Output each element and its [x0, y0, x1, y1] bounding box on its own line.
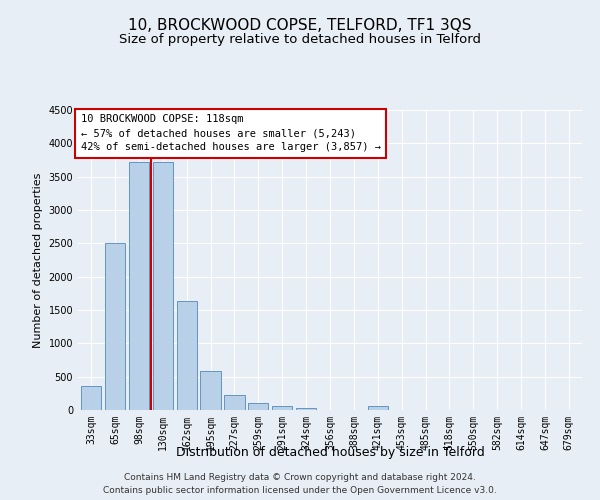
Bar: [129, 162, 149, 410]
Bar: [296, 408, 316, 410]
Text: Size of property relative to detached houses in Telford: Size of property relative to detached ho…: [119, 32, 481, 46]
Bar: [224, 395, 245, 410]
Text: 10, BROCKWOOD COPSE, TELFORD, TF1 3QS: 10, BROCKWOOD COPSE, TELFORD, TF1 3QS: [128, 18, 472, 32]
Bar: [368, 406, 388, 410]
Bar: [81, 386, 101, 410]
Bar: [176, 302, 197, 410]
Bar: [200, 372, 221, 410]
Bar: [272, 406, 292, 410]
Text: 10 BROCKWOOD COPSE: 118sqm
← 57% of detached houses are smaller (5,243)
42% of s: 10 BROCKWOOD COPSE: 118sqm ← 57% of deta…: [80, 114, 380, 152]
Bar: [105, 242, 125, 410]
Bar: [248, 403, 268, 410]
Bar: [152, 162, 173, 410]
Y-axis label: Number of detached properties: Number of detached properties: [33, 172, 43, 348]
Text: Contains HM Land Registry data © Crown copyright and database right 2024.
Contai: Contains HM Land Registry data © Crown c…: [103, 473, 497, 495]
Text: Distribution of detached houses by size in Telford: Distribution of detached houses by size …: [176, 446, 484, 459]
